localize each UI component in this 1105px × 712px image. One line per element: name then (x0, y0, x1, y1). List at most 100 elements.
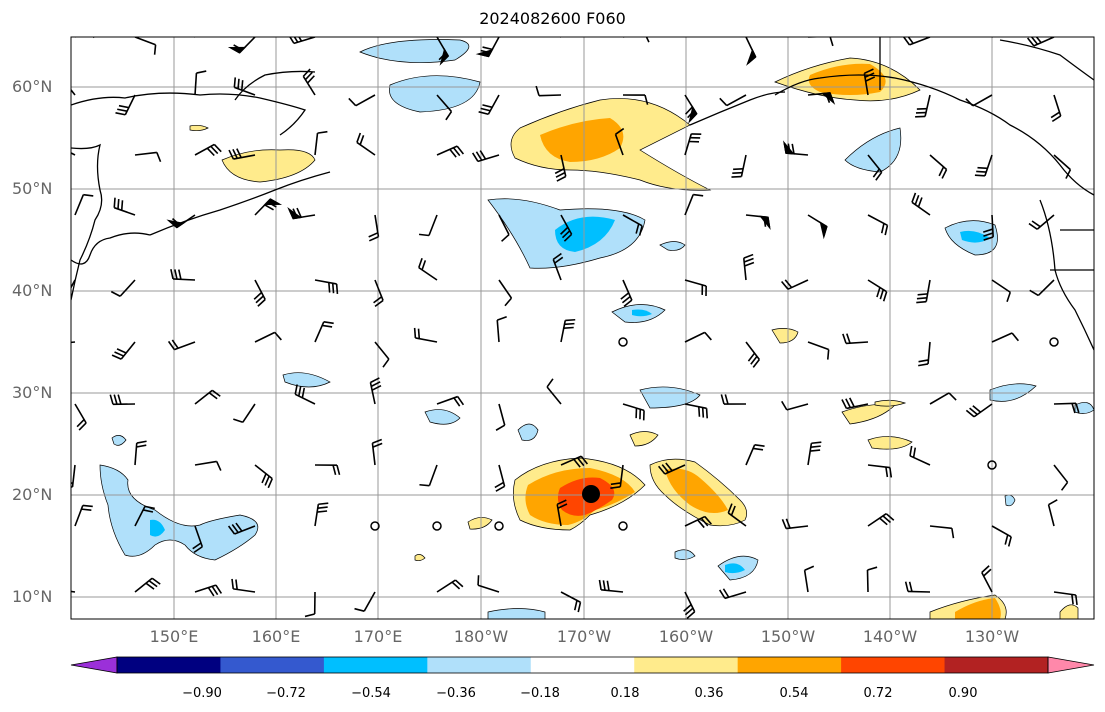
wind-barb (192, 525, 204, 554)
wind-barb (167, 339, 196, 351)
lat-label-40n: 40°N (12, 281, 53, 300)
colorbar-extend-min (70, 656, 118, 674)
wind-barb (436, 579, 464, 593)
wind-barb (684, 515, 712, 529)
wind-barb (74, 403, 87, 431)
wind-barb (228, 148, 256, 160)
wind-barb (314, 279, 339, 295)
colorbar (70, 656, 1095, 674)
lon-label-160w: 160°W (658, 627, 714, 646)
wind-barb (74, 193, 94, 216)
wind-barb (71, 590, 76, 593)
wind-barb (560, 591, 582, 613)
wind-barb (71, 152, 76, 156)
wind-barb (134, 440, 147, 466)
wind-barb (498, 214, 510, 242)
colorbar-segment (634, 657, 739, 673)
wind-barb (113, 197, 136, 216)
wind-barb (1053, 591, 1078, 606)
wind-barb (781, 518, 809, 530)
calm-wind-circle (494, 521, 504, 531)
wind-barb (683, 591, 696, 619)
lon-label-180w: 180°W (453, 627, 509, 646)
colorbar-segment (737, 657, 842, 673)
wind-barb (233, 403, 256, 424)
wind-barb (720, 394, 747, 405)
wind-barb (192, 37, 195, 38)
lat-label-20n: 20°N (12, 485, 53, 504)
wind-barb (254, 198, 283, 216)
wind-barb (719, 94, 747, 107)
wind-barb (731, 154, 747, 178)
wind-barb (348, 94, 376, 107)
wind-barb (598, 579, 624, 593)
wind-barb (783, 140, 809, 156)
lon-label-170w: 170°W (556, 627, 612, 646)
lon-label-170e: 170°E (353, 627, 403, 646)
colorbar-tick: −0.90 (182, 686, 222, 701)
wind-barb (289, 37, 316, 45)
wind-barb (111, 341, 136, 360)
wind-barb (620, 279, 633, 308)
wind-barb (742, 253, 755, 281)
wind-barb (227, 37, 256, 54)
wind-barb (227, 522, 256, 535)
colorbar-tick: −0.54 (351, 686, 391, 701)
lat-label-10n: 10°N (12, 587, 53, 606)
positive-anomaly-medium (525, 63, 1001, 619)
wind-barb (1053, 402, 1080, 414)
wind-barb (471, 150, 500, 163)
colorbar-segment (427, 657, 532, 673)
wind-barb (560, 318, 576, 343)
calm-wind-circle (618, 337, 628, 347)
wind-barb (287, 206, 316, 220)
wind-barb (929, 525, 955, 539)
wind-barb (74, 504, 93, 527)
wind-barb (1026, 37, 1055, 47)
wind-barb (368, 214, 380, 242)
wind-barb (75, 37, 95, 39)
wind-barb (807, 341, 830, 360)
calm-wind-circle (987, 460, 997, 470)
wind-barb (745, 37, 757, 66)
lon-label-150w: 150°W (760, 627, 816, 646)
colorbar-tick: −0.36 (436, 686, 476, 701)
wind-barb (496, 315, 507, 343)
wind-barb (991, 279, 1012, 302)
wind-barb (684, 331, 712, 343)
wind-barb (302, 68, 316, 96)
wind-barb (314, 130, 328, 156)
wind-barb (867, 513, 895, 527)
colorbar-tick: −0.72 (266, 686, 306, 701)
wind-barb (909, 445, 931, 466)
colorbar-tick: 0.18 (610, 686, 640, 701)
lon-label-160e: 160°E (251, 627, 301, 646)
negative-anomaly-light (99, 39, 1094, 619)
wind-barb (745, 214, 771, 231)
wind-barb (494, 464, 506, 492)
wind-barb (868, 37, 869, 38)
storm-center-marker (582, 485, 600, 503)
wind-barb (781, 279, 809, 290)
lat-label-50n: 50°N (12, 179, 53, 198)
wind-barb (915, 94, 931, 118)
wind-barb (194, 70, 207, 96)
wind-barb (109, 394, 136, 406)
colorbar-segment (530, 657, 635, 673)
wind-barb (535, 85, 562, 97)
wind-barb (685, 37, 686, 38)
wind-barb (233, 77, 256, 96)
colorbar-tick: 0.36 (694, 686, 724, 701)
wind-barb (314, 321, 334, 343)
wind-barb (194, 460, 222, 471)
wind-barb (498, 279, 513, 307)
wind-barb (71, 464, 76, 488)
wind-barb (684, 403, 709, 419)
wind-barb (354, 591, 376, 612)
wind-barb (614, 127, 625, 156)
wind-barb (418, 214, 438, 237)
wind-barb (807, 441, 822, 466)
wind-barb (842, 333, 869, 345)
wind-barb (170, 269, 196, 281)
wind-barb (808, 37, 834, 47)
